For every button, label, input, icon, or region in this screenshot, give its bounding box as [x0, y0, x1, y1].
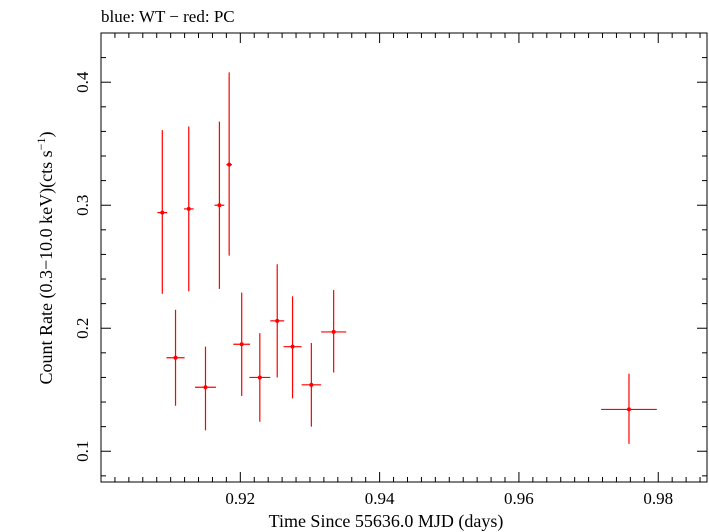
point-marker: [160, 210, 165, 215]
data-point: [601, 373, 657, 444]
point-marker: [331, 329, 336, 334]
x-tick-label: 0.98: [643, 489, 673, 508]
x-tick-label: 0.92: [225, 489, 255, 508]
point-marker: [239, 342, 244, 347]
plot-frame: [100, 32, 708, 483]
point-marker: [626, 407, 631, 412]
data-point: [226, 72, 232, 256]
data-point: [283, 296, 302, 399]
point-marker: [186, 206, 191, 211]
axis-ticks: 0.92 0.94 0.96 0.98 0.1 0.2 0.3 0.4: [73, 32, 707, 508]
point-marker: [309, 382, 314, 387]
point-marker: [257, 375, 262, 380]
y-axis-label-superscript: −1: [34, 138, 48, 151]
x-tick-label: 0.94: [365, 489, 395, 508]
y-axis-label-close: ): [36, 132, 57, 138]
data-point: [249, 333, 271, 422]
data-point: [214, 121, 225, 289]
y-tick-label: 0.4: [73, 71, 92, 93]
chart-title: blue: WT − red: PC: [101, 7, 235, 26]
point-marker: [217, 203, 222, 208]
data-point: [301, 342, 322, 427]
x-tick-label: 0.96: [504, 489, 534, 508]
data-point: [183, 126, 194, 292]
y-tick-label: 0.1: [73, 441, 92, 462]
y-tick-label: 0.3: [73, 195, 92, 216]
data-point: [195, 346, 216, 431]
data-points: [157, 72, 657, 444]
data-point: [270, 264, 285, 378]
point-marker: [203, 385, 208, 390]
point-marker: [227, 162, 232, 167]
y-axis-label-main: Count Rate (0.3−10.0 keV)(cts s: [36, 150, 57, 384]
point-marker: [275, 318, 280, 323]
x-axis-label: Time Since 55636.0 MJD (days): [269, 511, 504, 532]
point-marker: [290, 344, 295, 349]
data-point: [321, 290, 347, 373]
y-tick-label: 0.2: [73, 318, 92, 339]
y-axis-label: Count Rate (0.3−10.0 keV)(cts s−1): [34, 132, 57, 385]
point-marker: [173, 355, 178, 360]
data-point: [157, 130, 168, 294]
data-point: [233, 292, 251, 396]
data-point: [166, 309, 185, 406]
